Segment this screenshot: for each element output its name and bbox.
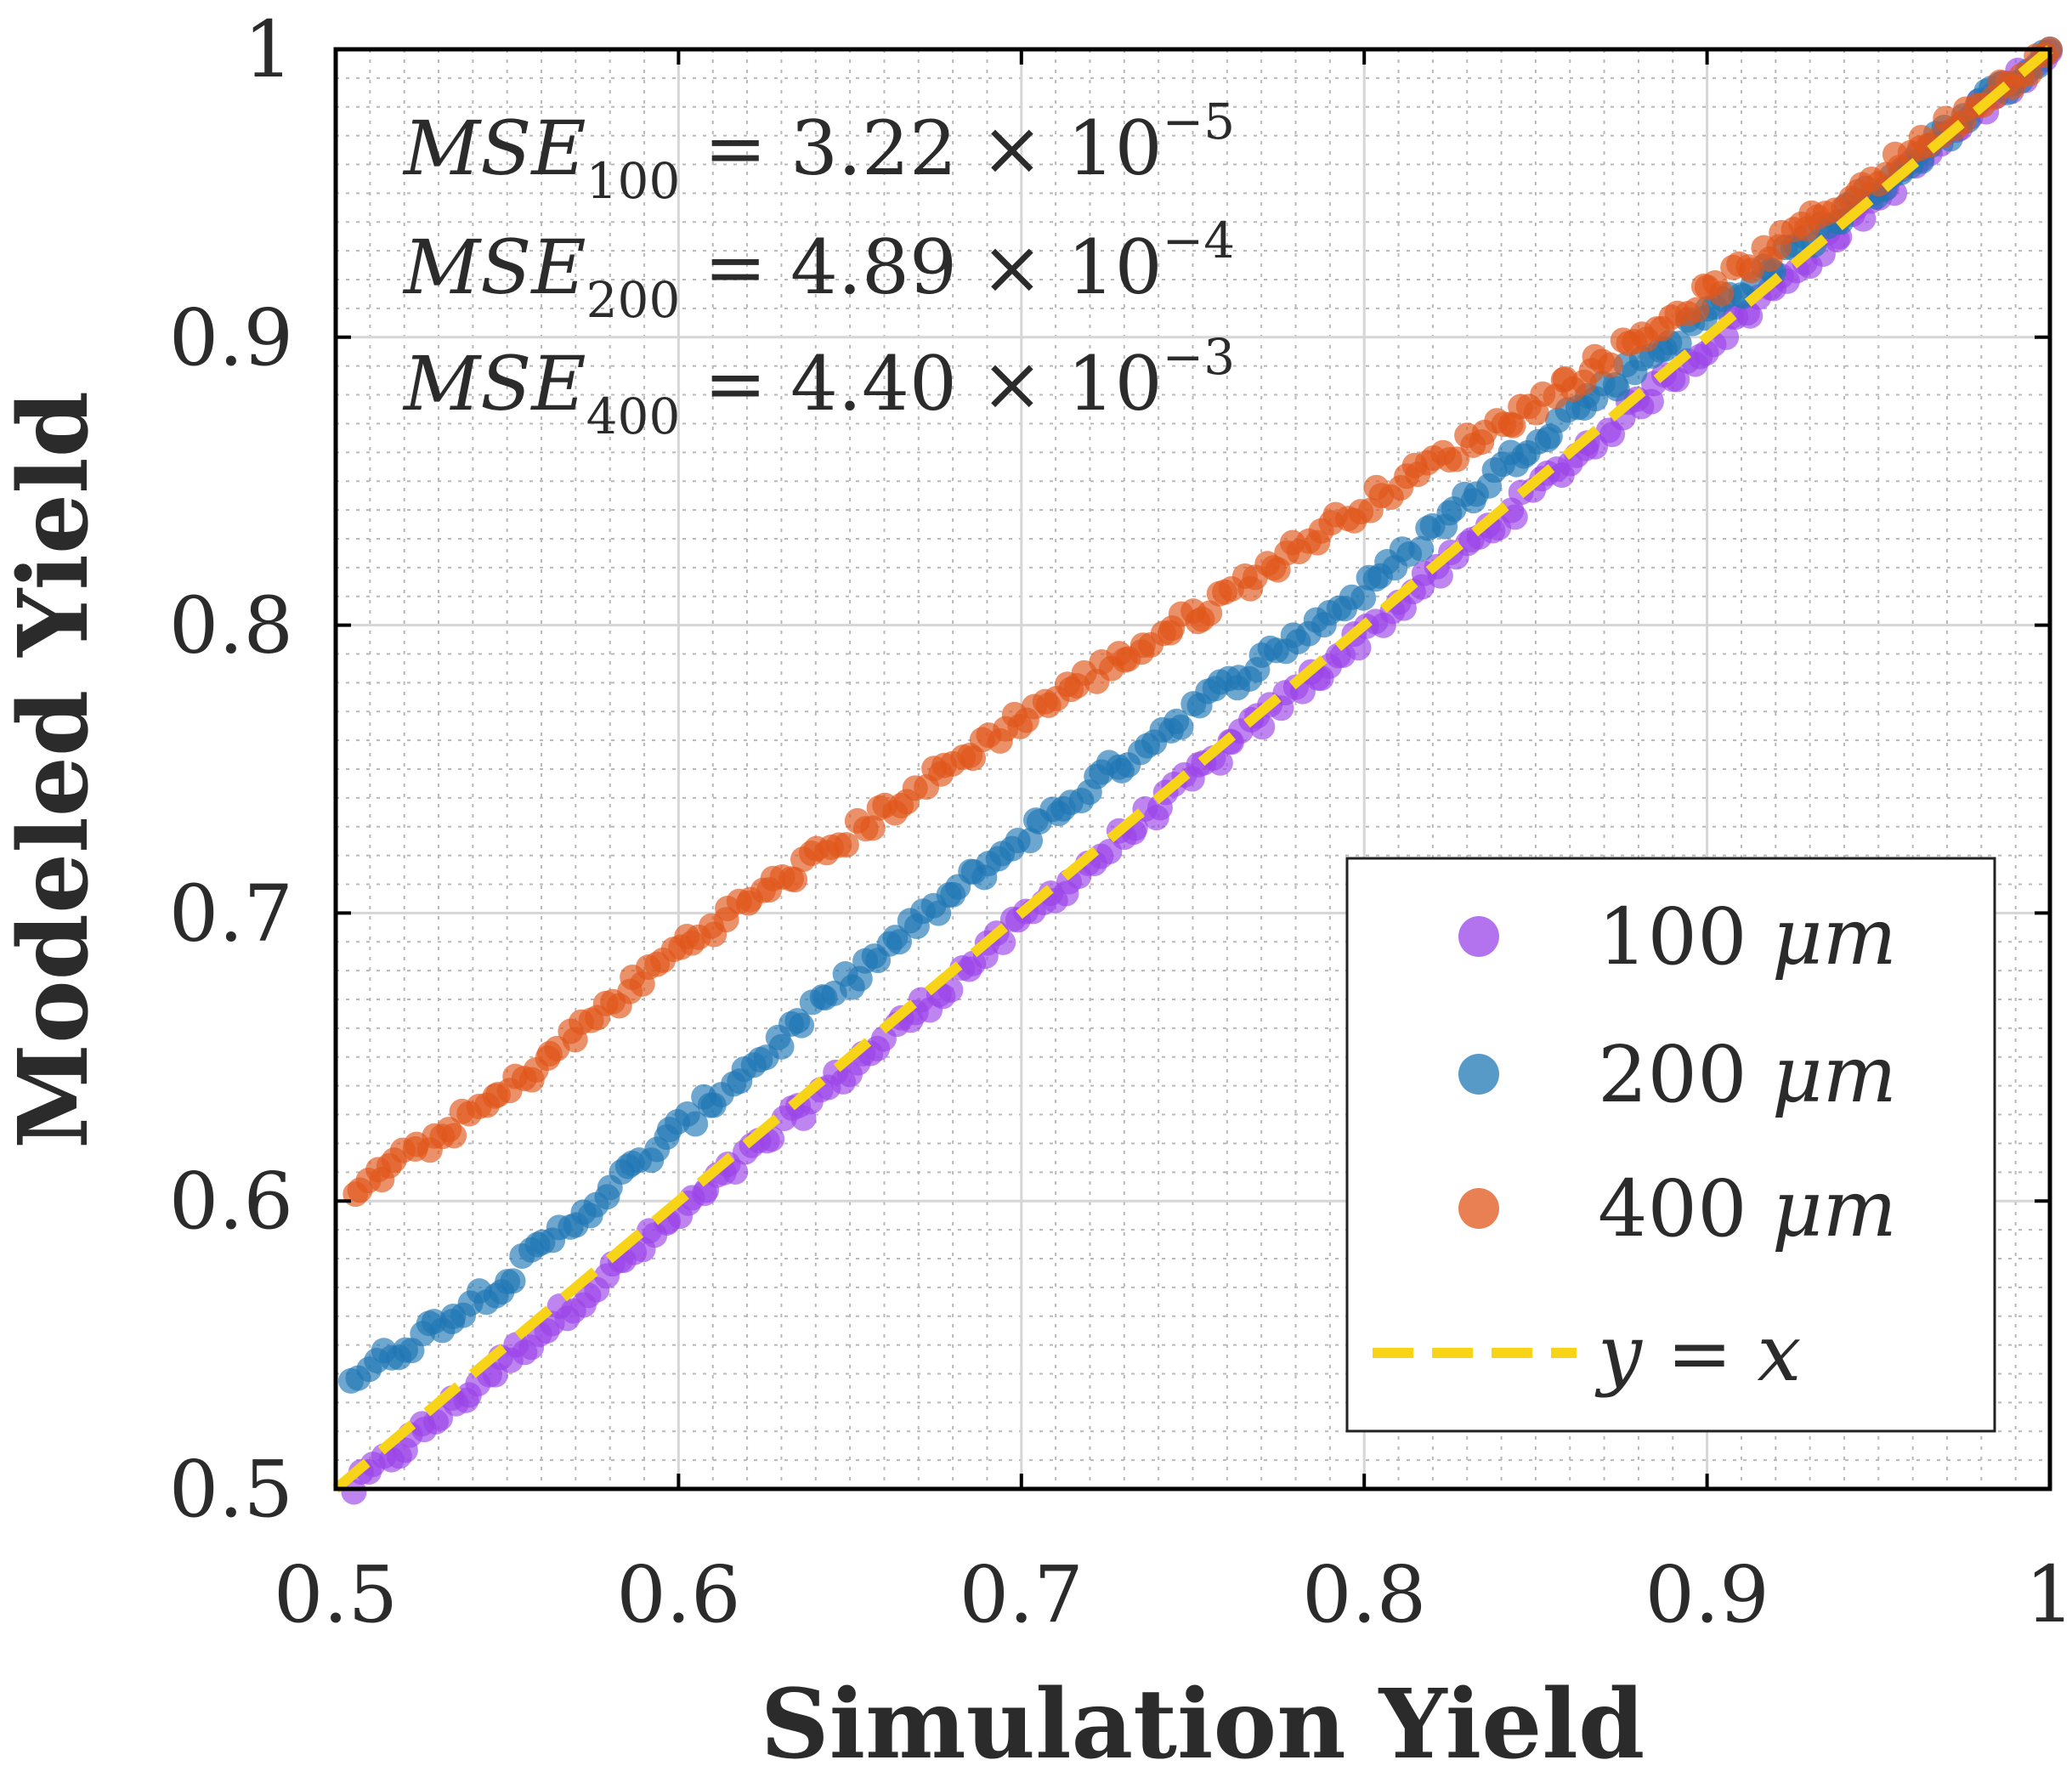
mse-annotation: MSE200 = 4.89 × 10−4 [402, 212, 1235, 329]
mse-name: MSE [402, 224, 586, 311]
legend-label-number: 400 [1598, 1163, 1772, 1254]
y-tick-label: 1 [243, 4, 293, 95]
data-point [1408, 535, 1435, 562]
data-point [1197, 600, 1223, 626]
data-point [1598, 352, 1624, 378]
mse-subscript: 100 [586, 152, 681, 210]
x-tick-label: 0.8 [1302, 1549, 1426, 1640]
legend-label-unit: μm [1772, 891, 1897, 982]
data-point [859, 815, 886, 841]
data-point [886, 929, 913, 955]
data-point [1684, 297, 1710, 323]
legend-label-number: 200 [1598, 1029, 1772, 1120]
mse-value: = 4.40 × 10 [680, 340, 1162, 427]
mse-value: = 3.22 × 10 [680, 105, 1162, 192]
y-tick-label: 0.7 [169, 868, 293, 959]
legend-box [1345, 857, 1996, 1433]
data-point [833, 832, 859, 858]
legend-marker [1458, 916, 1499, 957]
y-axis-label: Modeled Yield [0, 391, 110, 1149]
data-point [1666, 331, 1692, 357]
mse-subscript: 200 [586, 271, 681, 329]
x-tick-label: 0.7 [960, 1549, 1084, 1640]
x-tick-label: 0.9 [1645, 1549, 1769, 1640]
data-point [782, 867, 808, 893]
data-point [441, 1123, 467, 1149]
mse-exponent: −4 [1163, 212, 1236, 269]
legend-label: 100 μm [1598, 891, 1897, 982]
data-point [1604, 376, 1630, 402]
legend-marker [1458, 1054, 1499, 1095]
mse-exponent: −5 [1163, 93, 1236, 150]
data-point [789, 1012, 815, 1038]
legend-label-number: 100 [1598, 891, 1772, 982]
mse-annotation: MSE400 = 4.40 × 10−3 [402, 328, 1235, 445]
data-point [1168, 714, 1194, 740]
mse-name: MSE [402, 105, 586, 192]
legend-label: y = x [1594, 1308, 1801, 1399]
data-point [682, 1111, 709, 1137]
x-tick-label: 0.6 [616, 1549, 740, 1640]
mse-annotation: MSE100 = 3.22 × 10−5 [402, 93, 1235, 210]
x-tick-label: 1 [2025, 1549, 2072, 1640]
mse-name: MSE [402, 340, 586, 427]
legend-label-unit: μm [1772, 1163, 1897, 1254]
mse-value: = 4.89 × 10 [680, 224, 1162, 311]
legend-marker [1458, 1188, 1499, 1229]
x-tick-label: 0.5 [274, 1549, 398, 1640]
y-tick-label: 0.6 [169, 1156, 293, 1247]
x-axis-ticks: 0.5 0.6 0.7 0.8 0.9 1 [274, 49, 2072, 1640]
mse-exponent: −3 [1163, 328, 1236, 386]
data-point [768, 1033, 795, 1060]
data-point [722, 1158, 749, 1185]
data-point [1350, 585, 1377, 611]
data-point [1738, 257, 1764, 284]
reference-line-y-equals-x [332, 45, 2053, 1493]
plot-frame [333, 47, 2052, 1491]
legend-label: 200 μm [1598, 1029, 1897, 1120]
legend-label: 400 μm [1598, 1163, 1897, 1254]
x-axis-label: Simulation Yield [761, 1669, 1645, 1777]
y-tick-label: 0.8 [169, 580, 293, 671]
legend-label-unit: μm [1772, 1029, 1897, 1120]
y-tick-label: 0.9 [169, 292, 293, 383]
y-tick-label: 0.5 [169, 1444, 293, 1535]
data-point [1708, 280, 1735, 307]
data-point [500, 1268, 526, 1294]
data-point [1502, 504, 1528, 530]
mse-subscript: 400 [586, 388, 681, 445]
y-axis-ticks: 0.5 0.6 0.7 0.8 0.9 1 [169, 4, 2050, 1535]
